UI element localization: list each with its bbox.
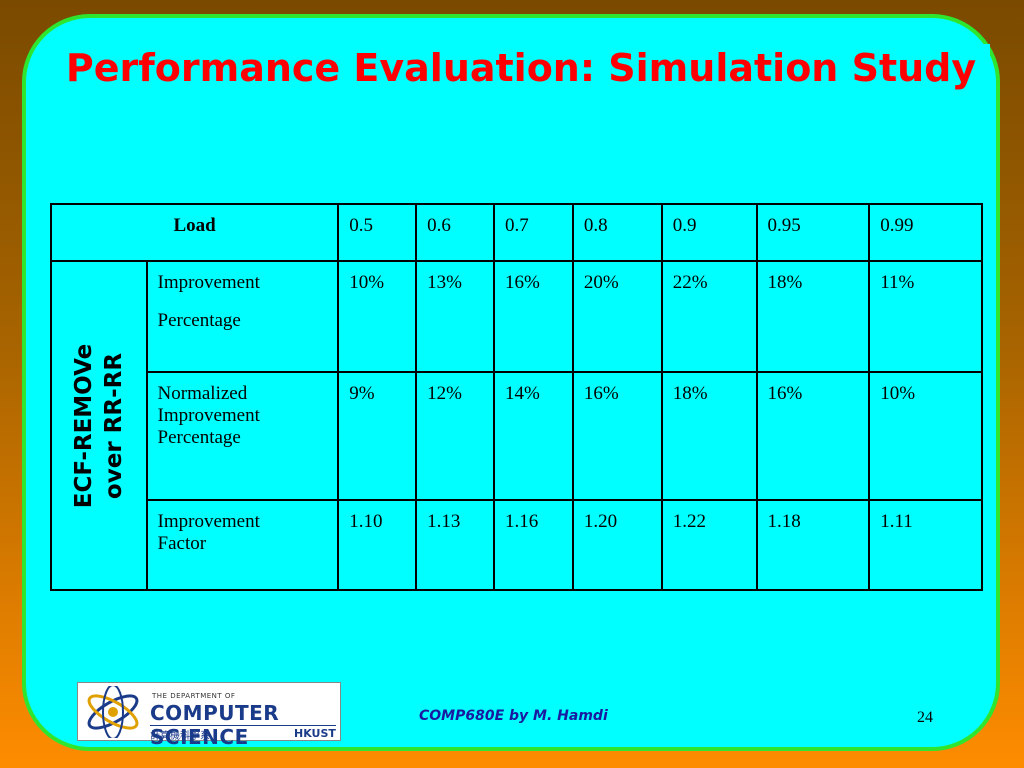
- page-number: 24: [917, 709, 933, 726]
- table-row: Improvement Factor 1.10 1.13 1.16 1.20 1…: [51, 499, 983, 591]
- logo-dept-line: THE DEPARTMENT OF: [152, 692, 236, 700]
- table-cell: 9%: [337, 371, 418, 501]
- logo-chinese: 計算機科學系: [150, 731, 210, 742]
- table-cell: 12%: [415, 371, 495, 501]
- load-value: 0.5: [337, 203, 418, 262]
- group-label-cell: ECF-REMOVe over RR-RR: [50, 260, 148, 591]
- load-value: 0.8: [571, 203, 663, 262]
- slide-footer: COMP680E by M. Hamdi: [419, 708, 608, 724]
- metric-label: Normalized Improvement Percentage: [145, 371, 340, 501]
- title-band: [52, 44, 990, 68]
- metric-label: Improvement Factor: [145, 499, 340, 591]
- table-cell: 14%: [492, 371, 574, 501]
- table-cell: 1.18: [755, 499, 871, 591]
- load-header: Load: [49, 203, 340, 262]
- table-cell: 22%: [660, 260, 758, 373]
- logo-school: HKUST: [294, 727, 336, 740]
- load-value: 0.99: [868, 203, 983, 262]
- table-row: ECF-REMOVe over RR-RR Improvement Percen…: [50, 260, 983, 591]
- table-cell: 13%: [415, 260, 495, 373]
- slide-title: Performance Evaluation: Simulation Study: [65, 46, 977, 90]
- load-row: Load 0.5 0.6 0.7 0.8 0.9 0.95 0.99: [49, 203, 983, 262]
- load-value: 0.7: [492, 203, 574, 262]
- table-cell: 10%: [337, 260, 418, 373]
- table-cell: 1.13: [415, 499, 495, 591]
- table-row: Normalized Improvement Percentage 9% 12%…: [51, 371, 983, 501]
- table-cell: 11%: [868, 260, 983, 373]
- table-cell: 20%: [571, 260, 663, 373]
- table-cell: 18%: [660, 371, 758, 501]
- table-cell: 16%: [492, 260, 574, 373]
- table-cell: 16%: [755, 371, 871, 501]
- table-cell: 1.10: [337, 499, 418, 591]
- load-value: 0.6: [415, 203, 495, 262]
- logo-divider: [150, 725, 336, 726]
- table-cell: 16%: [571, 371, 663, 501]
- atom-logo-icon: [87, 686, 139, 738]
- table-cell: 18%: [755, 260, 871, 373]
- group-label: ECF-REMOVe over RR-RR: [70, 343, 127, 508]
- department-logo: THE DEPARTMENT OF COMPUTER SCIENCE 計算機科學…: [77, 682, 341, 749]
- load-value: 0.9: [660, 203, 758, 262]
- logo-name: COMPUTER SCIENCE: [150, 701, 280, 749]
- table-cell: 1.20: [571, 499, 663, 591]
- table-cell: 1.11: [868, 499, 983, 591]
- metric-label: Improvement Percentage: [145, 260, 340, 373]
- load-value: 0.95: [755, 203, 871, 262]
- table-cell: 1.22: [660, 499, 758, 591]
- table-cell: 10%: [868, 371, 983, 501]
- table-cell: 1.16: [492, 499, 574, 591]
- results-table: Load 0.5 0.6 0.7 0.8 0.9 0.95 0.99 ECF-R…: [49, 203, 983, 591]
